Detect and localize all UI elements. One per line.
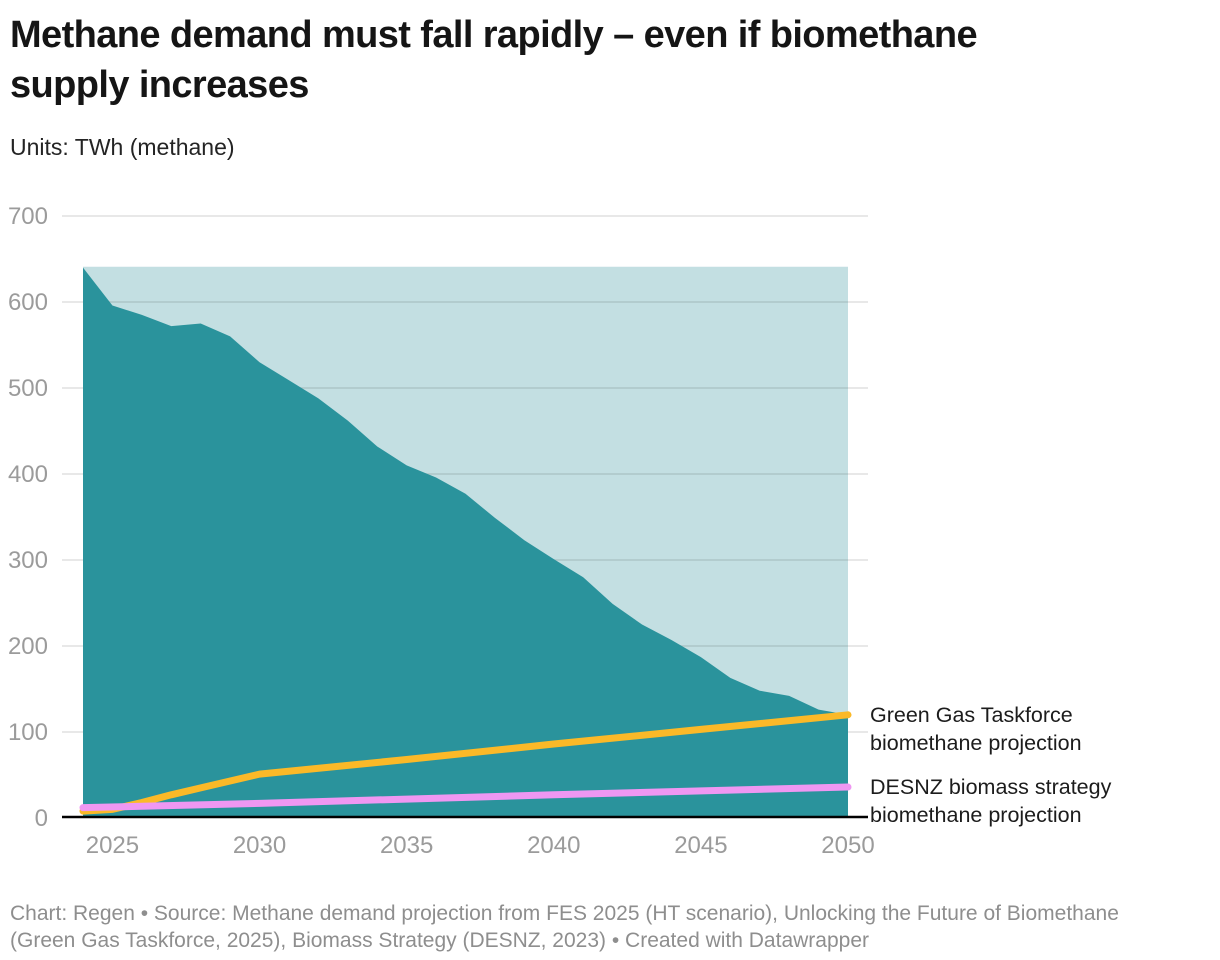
x-tick-label-2045: 2045 (674, 832, 727, 859)
chart-title-line-1: Methane demand must fall rapidly – even … (10, 14, 978, 56)
x-tick-label-2035: 2035 (380, 832, 433, 859)
x-tick-label-2040: 2040 (527, 832, 580, 859)
y-tick-label-400: 400 (8, 461, 48, 488)
y-tick-label-100: 100 (8, 719, 48, 746)
annotation-desnz: DESNZ biomass strategy biomethane projec… (870, 773, 1111, 829)
y-tick-label-300: 300 (8, 547, 48, 574)
footer-line-1: Chart: Regen • Source: Methane demand pr… (10, 902, 1119, 925)
chart-title: Methane demand must fall rapidly – even … (10, 10, 978, 110)
y-tick-label-600: 600 (8, 289, 48, 316)
chart-title-line-2: supply increases (10, 64, 309, 106)
y-tick-label-0: 0 (35, 805, 48, 832)
annotation-ggt-line-2: biomethane projection (870, 731, 1082, 755)
footer-line-2: (Green Gas Taskforce, 2025), Biomass Str… (10, 929, 869, 952)
chart-footer: Chart: Regen • Source: Methane demand pr… (10, 900, 1119, 954)
y-tick-label-500: 500 (8, 375, 48, 402)
annotation-ggt-line-1: Green Gas Taskforce (870, 703, 1073, 727)
x-tick-label-2030: 2030 (233, 832, 286, 859)
y-tick-label-200: 200 (8, 633, 48, 660)
annotation-desnz-line-1: DESNZ biomass strategy (870, 775, 1112, 799)
x-tick-label-2050: 2050 (821, 832, 874, 859)
demand-area (83, 267, 848, 819)
x-tick-label-2025: 2025 (86, 832, 139, 859)
desnz-projection-line (79, 783, 852, 812)
annotation-green-gas-taskforce: Green Gas Taskforce biomethane projectio… (870, 701, 1082, 757)
y-tick-label-700: 700 (8, 203, 48, 230)
chart-units-subtitle: Units: TWh (methane) (10, 134, 235, 160)
annotation-desnz-line-2: biomethane projection (870, 803, 1082, 827)
